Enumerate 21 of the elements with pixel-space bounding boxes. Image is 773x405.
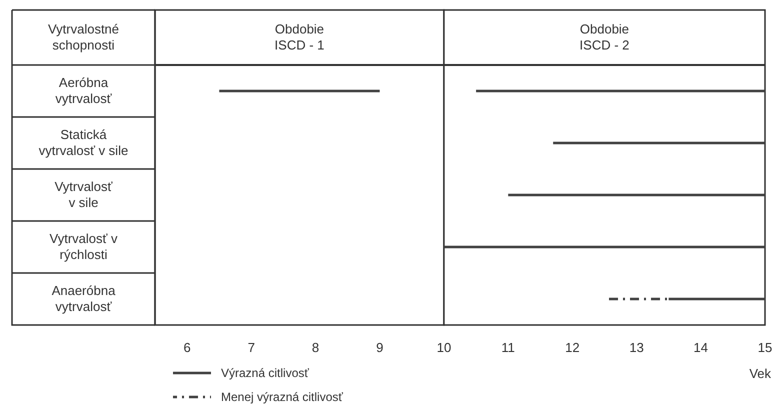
legend-label: Menej výrazná citlivosť: [221, 390, 344, 404]
y-tick-label: Vytrvalosť v rýchlosti: [50, 231, 118, 262]
x-axis-title: Vek: [749, 366, 772, 381]
x-tick-label: 8: [312, 340, 320, 356]
band-label: Obdobie ISCD - 1: [274, 22, 324, 52]
y-tick-label: Anaeróbna vytrvalosť: [52, 283, 116, 314]
x-tick-label: 12: [565, 340, 580, 356]
legend-label: Výrazná citlivosť: [221, 366, 310, 380]
y-tick-label: Vytrvalosť v sile: [54, 179, 113, 210]
x-tick-label: 15: [758, 340, 772, 356]
x-tick-label: 7: [248, 340, 255, 356]
x-tick-label: 6: [183, 340, 191, 356]
x-tick-label: 11: [501, 340, 515, 356]
y-tick-label: Aeróbna vytrvalosť: [55, 75, 112, 106]
x-tick-label: 14: [694, 340, 708, 356]
band-label: Obdobie ISCD - 2: [580, 22, 630, 52]
y-axis-title: Vytrvalostné schopnosti: [48, 22, 120, 52]
y-tick-label: Statická vytrvalosť v sile: [38, 127, 128, 158]
x-tick-label: 13: [629, 340, 644, 356]
x-tick-label: 10: [436, 340, 452, 356]
x-tick-label: 9: [376, 340, 384, 356]
